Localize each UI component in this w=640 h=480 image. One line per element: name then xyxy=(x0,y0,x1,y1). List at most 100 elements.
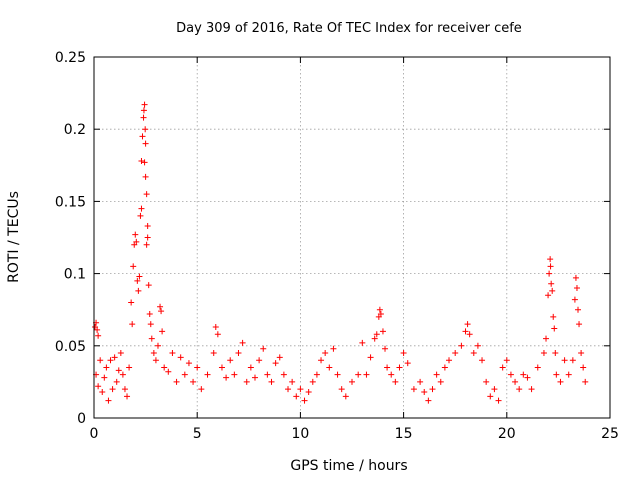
data-point xyxy=(549,287,556,294)
data-point xyxy=(392,378,399,385)
data-point xyxy=(382,345,389,352)
x-axis-label: GPS time / hours xyxy=(290,458,407,474)
data-point xyxy=(142,173,149,180)
data-point xyxy=(143,191,150,198)
data-point xyxy=(552,350,559,357)
data-point xyxy=(462,328,469,335)
data-point xyxy=(115,367,122,374)
y-tick-labels: 0 0.05 0.1 0.15 0.2 0.25 xyxy=(55,50,86,427)
data-point xyxy=(338,386,345,393)
data-point xyxy=(124,393,131,400)
data-point xyxy=(141,159,148,166)
data-point xyxy=(137,212,144,219)
data-point xyxy=(425,397,432,404)
data-point xyxy=(198,386,205,393)
data-point xyxy=(548,280,555,287)
data-point xyxy=(400,350,407,357)
data-point xyxy=(144,234,151,241)
data-point xyxy=(355,371,362,378)
y-tick-label: 0 xyxy=(77,411,86,427)
data-point xyxy=(376,306,383,313)
data-point xyxy=(103,364,110,371)
data-point xyxy=(132,231,139,238)
data-point xyxy=(293,393,300,400)
data-point xyxy=(470,350,477,357)
data-point xyxy=(318,357,325,364)
data-point xyxy=(507,371,514,378)
data-point xyxy=(305,389,312,396)
data-point xyxy=(143,241,150,248)
data-point xyxy=(545,292,552,299)
data-point xyxy=(550,313,557,320)
data-point xyxy=(264,371,271,378)
data-point xyxy=(135,287,142,294)
data-point xyxy=(126,364,133,371)
data-point xyxy=(396,364,403,371)
data-point xyxy=(474,342,481,349)
data-point xyxy=(185,360,192,367)
data-point xyxy=(223,374,230,381)
grid-lines xyxy=(94,57,610,418)
data-point xyxy=(479,357,486,364)
data-point xyxy=(128,299,135,306)
data-point xyxy=(95,332,102,339)
data-point xyxy=(231,371,238,378)
data-point xyxy=(580,364,587,371)
y-tick-label: 0.25 xyxy=(55,50,86,66)
data-point xyxy=(483,378,490,385)
data-point xyxy=(421,389,428,396)
data-point xyxy=(147,321,154,328)
data-point xyxy=(272,360,279,367)
data-point xyxy=(251,374,258,381)
data-point xyxy=(177,354,184,361)
data-point xyxy=(97,357,104,364)
data-point xyxy=(138,205,145,212)
data-point xyxy=(214,331,221,338)
x-tick-label: 10 xyxy=(291,426,309,442)
data-point xyxy=(404,360,411,367)
data-point xyxy=(334,371,341,378)
data-point xyxy=(309,378,316,385)
data-point xyxy=(121,386,128,393)
data-point xyxy=(130,263,137,270)
data-point xyxy=(136,273,143,280)
data-point xyxy=(297,386,304,393)
data-point xyxy=(148,335,155,342)
data-point xyxy=(285,386,292,393)
data-point xyxy=(139,133,146,140)
data-point xyxy=(210,350,217,357)
data-point xyxy=(227,357,234,364)
y-tick-label: 0.2 xyxy=(64,122,86,138)
data-point xyxy=(140,114,147,121)
data-point xyxy=(553,371,560,378)
data-point xyxy=(119,371,126,378)
data-point xyxy=(99,389,106,396)
data-point xyxy=(144,222,151,229)
x-tick-label: 15 xyxy=(395,426,413,442)
x-tick-labels: 0 5 10 15 20 25 xyxy=(90,426,619,442)
data-point xyxy=(159,328,166,335)
data-point xyxy=(569,357,576,364)
data-point xyxy=(528,386,535,393)
data-point xyxy=(441,364,448,371)
plot-frame xyxy=(93,56,611,419)
data-point xyxy=(165,368,172,375)
data-point xyxy=(516,386,523,393)
data-point xyxy=(379,328,386,335)
data-point xyxy=(373,331,380,338)
y-axis-label: ROTI / TECUs xyxy=(6,191,22,283)
data-point xyxy=(575,306,582,313)
data-point xyxy=(551,325,558,332)
data-point xyxy=(152,357,159,364)
data-point xyxy=(578,350,585,357)
x-tick-label: 0 xyxy=(90,426,99,442)
data-point xyxy=(107,357,114,364)
x-tick-label: 25 xyxy=(601,426,619,442)
data-point xyxy=(145,282,152,289)
data-point xyxy=(491,386,498,393)
data-point xyxy=(140,107,147,114)
data-point xyxy=(181,371,188,378)
data-point xyxy=(540,350,547,357)
data-point xyxy=(301,397,308,404)
